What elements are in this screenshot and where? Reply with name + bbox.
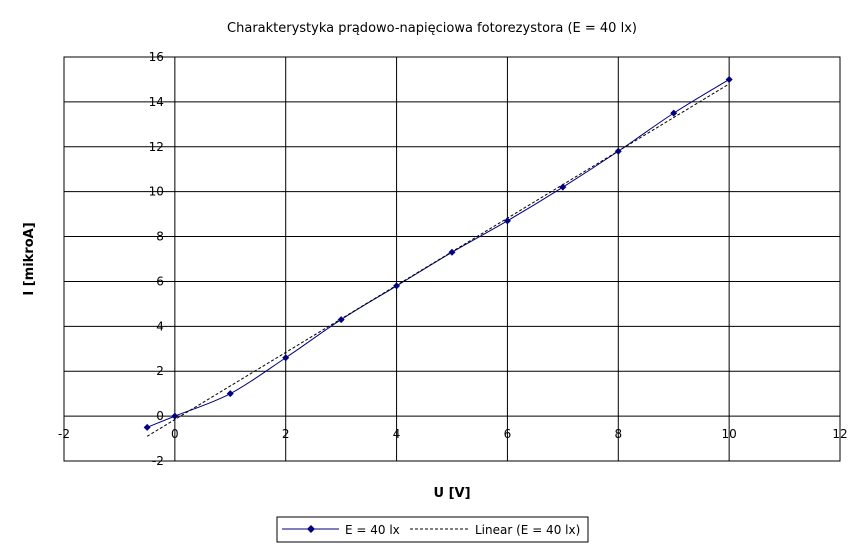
data-point-marker — [282, 354, 290, 362]
chart-title: Charakterystyka prądowo-napięciowa fotor… — [227, 21, 637, 36]
data-point-marker — [448, 248, 456, 256]
x-tick-label: 2 — [282, 427, 290, 441]
x-tick-label: 6 — [504, 427, 512, 441]
legend-marker-series-1 — [307, 525, 315, 533]
legend-label-series-2: Linear (E = 40 lx) — [475, 523, 580, 537]
x-tick-label: 0 — [171, 427, 179, 441]
data-point-marker — [143, 423, 151, 431]
y-tick-label: 6 — [156, 274, 164, 288]
y-tick-label: 0 — [156, 409, 164, 423]
y-tick-label: 2 — [156, 364, 164, 378]
data-point-marker — [337, 316, 345, 324]
x-tick-label: 12 — [832, 427, 847, 441]
x-tick-label: 8 — [614, 427, 622, 441]
data-point-marker — [171, 412, 179, 420]
series-line-measured — [146, 79, 730, 428]
x-tick-label: 4 — [393, 427, 401, 441]
plot-area — [63, 56, 841, 462]
trendline-linear — [146, 83, 730, 437]
legend: E = 40 lx Linear (E = 40 lx) — [276, 516, 589, 543]
tick-labels: -2 0 2 4 6 8 10 12 -2 0 2 4 6 8 10 12 14 16 — [58, 50, 848, 468]
legend-label-series-1: E = 40 lx — [345, 523, 400, 537]
series-layer — [143, 75, 733, 437]
x-tick-label: 10 — [722, 427, 737, 441]
x-axis-label: U [V] — [433, 486, 470, 501]
y-axis-label: I [mikroA] — [22, 222, 37, 295]
data-point-marker — [725, 75, 733, 83]
y-tick-label: 16 — [149, 50, 164, 64]
y-tick-label: 10 — [149, 185, 164, 199]
grid — [64, 57, 840, 461]
data-point-marker — [393, 282, 401, 290]
y-tick-label: 12 — [149, 140, 164, 154]
data-point-marker — [226, 390, 234, 398]
y-tick-label: -2 — [152, 454, 164, 468]
data-point-marker — [559, 183, 567, 191]
data-point-marker — [503, 217, 511, 225]
data-point-marker — [670, 109, 678, 117]
x-tick-label: -2 — [58, 427, 70, 441]
y-tick-label: 14 — [149, 95, 164, 109]
y-tick-label: 4 — [156, 319, 164, 333]
data-point-marker — [614, 147, 622, 155]
y-tick-label: 8 — [156, 230, 164, 244]
